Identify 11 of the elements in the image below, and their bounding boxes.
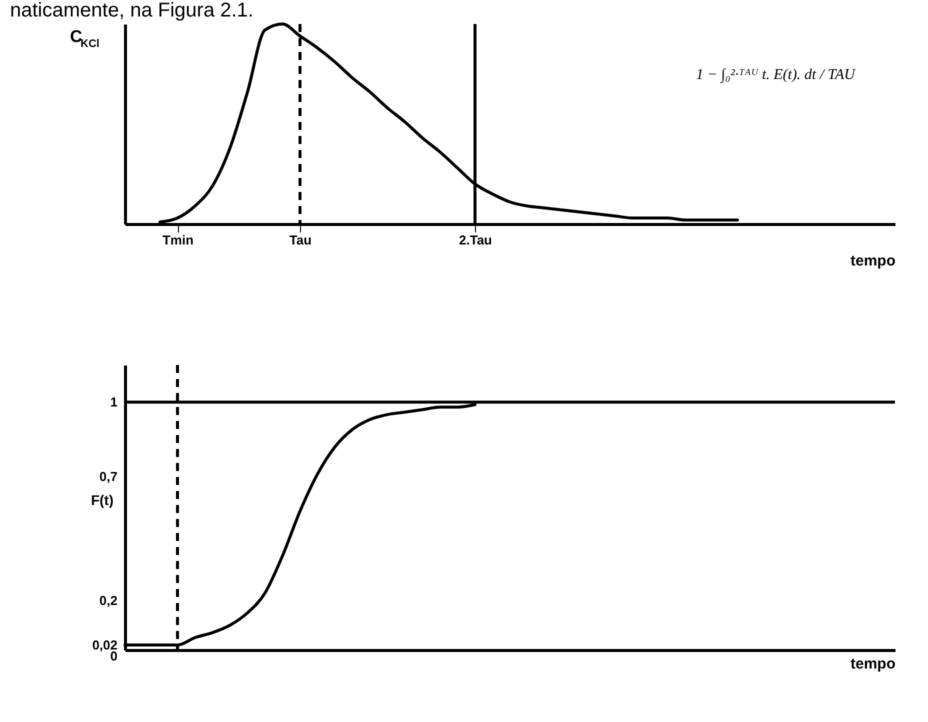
x-tick-label: Tau xyxy=(289,232,312,248)
x-axis-title: tempo xyxy=(850,656,896,672)
y-tick-label: 0,2 xyxy=(99,592,118,608)
y-tick-label: 0,7 xyxy=(99,469,118,484)
text: naticamente, na Figura 2.1. xyxy=(10,0,254,22)
x-tick-label: Tmin xyxy=(162,232,194,248)
annotation: 1 − ∫₀²·ᵀᴬᵁ t. E(t). dt / TAU xyxy=(696,67,856,84)
x-tick-label: 2.Tau xyxy=(459,232,492,248)
x-axis-title: tempo xyxy=(850,252,896,270)
y-axis-title: F(t) xyxy=(90,492,114,508)
y-tick-label: 1 xyxy=(110,394,118,410)
